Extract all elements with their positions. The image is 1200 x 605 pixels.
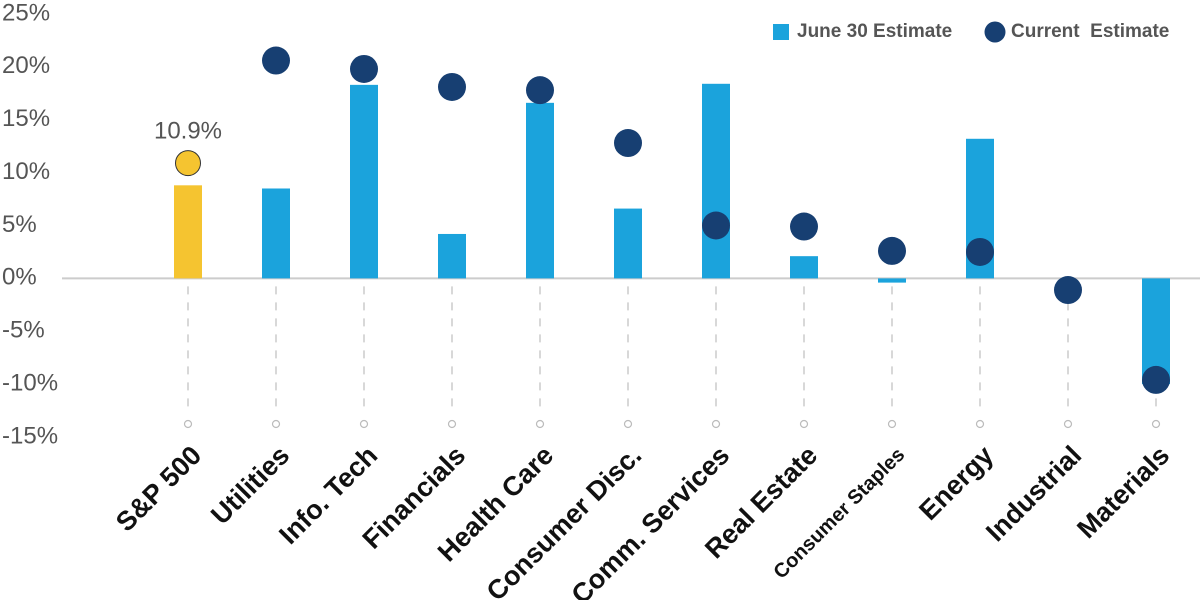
bar <box>878 278 906 283</box>
guide-dot <box>1063 419 1073 429</box>
x-tick-label: Materials <box>1071 440 1175 544</box>
dot <box>350 54 378 83</box>
dot <box>526 76 554 105</box>
bar <box>262 188 290 279</box>
x-tick-label: Utilities <box>205 440 295 530</box>
dot <box>614 129 642 158</box>
guide-dot <box>711 419 721 429</box>
y-tick-label: -5% <box>2 317 45 344</box>
bar <box>526 102 554 279</box>
dot <box>438 72 466 101</box>
x-tick-label: Comm. Services <box>565 440 735 600</box>
guide-dot <box>975 419 985 429</box>
legend-label: Current Estimate <box>1011 21 1169 42</box>
guide-dot <box>887 419 897 429</box>
bar <box>614 208 642 279</box>
guide-dot <box>447 419 457 429</box>
y-tick-label: -15% <box>2 422 58 449</box>
guide-dot <box>271 419 281 429</box>
dot <box>262 46 290 75</box>
y-tick-label: 0% <box>2 264 37 291</box>
guide-dot <box>535 419 545 429</box>
y-tick-label: 5% <box>2 211 37 238</box>
legend-label: June 30 Estimate <box>797 21 952 42</box>
dot <box>702 211 730 240</box>
guide-dot <box>1151 419 1161 429</box>
data-label: 10.9% <box>154 117 222 144</box>
x-tick-label: Consumer Disc. <box>481 440 648 600</box>
dot <box>878 236 906 265</box>
guide-dot <box>799 419 809 429</box>
bar <box>702 83 730 279</box>
dot <box>175 150 201 177</box>
dot <box>1142 365 1170 394</box>
y-tick-label: 20% <box>2 52 50 79</box>
bar <box>790 256 818 279</box>
guide-dot <box>623 419 633 429</box>
guide-dot <box>359 419 369 429</box>
dot <box>1054 276 1082 305</box>
bar <box>438 233 466 279</box>
bar <box>174 185 202 279</box>
legend-swatch <box>984 21 1006 43</box>
guide-dot <box>183 419 193 429</box>
x-tick-label: Industrial <box>980 440 1087 547</box>
bar <box>350 84 378 279</box>
x-tick-label: Energy <box>913 440 999 526</box>
dot <box>966 237 994 266</box>
x-tick-label: S&P 500 <box>110 440 207 537</box>
legend-swatch <box>773 24 789 40</box>
y-tick-label: 10% <box>2 158 50 185</box>
y-tick-label: -10% <box>2 369 58 396</box>
dot <box>790 212 818 241</box>
y-tick-label: 15% <box>2 105 50 132</box>
y-tick-label: 25% <box>2 0 50 26</box>
